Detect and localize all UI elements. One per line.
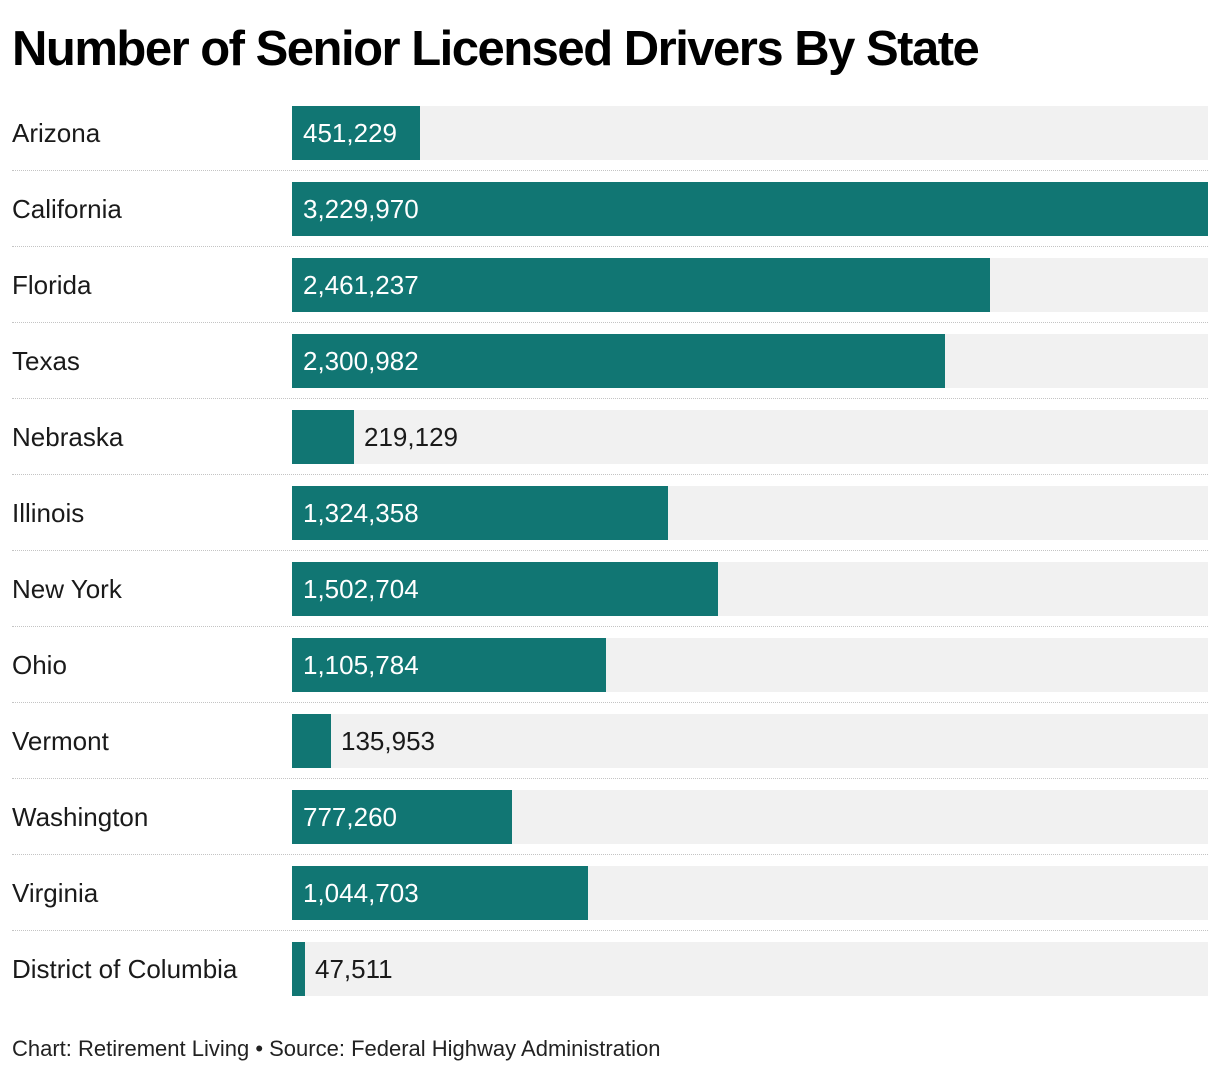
bar-value-label: 135,953 <box>341 726 435 756</box>
category-label: California <box>12 194 122 224</box>
bar-value-label: 47,511 <box>315 954 393 984</box>
bar-row: Arizona 451,229 <box>0 95 1220 171</box>
bar <box>292 942 305 996</box>
bar-row: District of Columbia 47,511 <box>0 931 1220 1007</box>
bar-row: Ohio 1,105,784 <box>0 627 1220 703</box>
category-label: Florida <box>12 270 92 300</box>
bar-row: Washington 777,260 <box>0 779 1220 855</box>
bar-track: 3,229,970 <box>292 182 1208 236</box>
bar-value-label: 3,229,970 <box>303 194 419 224</box>
bar <box>292 486 668 540</box>
bar-row: Florida 2,461,237 <box>0 247 1220 323</box>
bar-track: 1,324,358 <box>292 486 1208 540</box>
bar <box>292 106 420 160</box>
category-label: Illinois <box>12 498 85 528</box>
bar-track: 219,129 <box>292 410 1208 464</box>
bar-value-label: 219,129 <box>364 422 458 452</box>
bar-value-label: 2,461,237 <box>303 270 419 300</box>
category-label: Washington <box>12 802 149 832</box>
bar-chart: Arizona 451,229 California 3,229,970 Florida… <box>0 95 1220 1007</box>
bar-value-label: 1,502,704 <box>303 574 419 604</box>
bar-track: 1,502,704 <box>292 562 1208 616</box>
bar-row: Illinois 1,324,358 <box>0 475 1220 551</box>
bar <box>292 866 588 920</box>
category-label: Texas <box>12 346 80 376</box>
category-label: New York <box>12 574 122 604</box>
bar <box>292 790 512 844</box>
category-label: Ohio <box>12 650 67 680</box>
bar-row: Virginia 1,044,703 <box>0 855 1220 931</box>
bar-track: 451,229 <box>292 106 1208 160</box>
bar-track: 2,461,237 <box>292 258 1208 312</box>
bar-row: Vermont 135,953 <box>0 703 1220 779</box>
bar <box>292 258 990 312</box>
bar-track: 777,260 <box>292 790 1208 844</box>
bar-track: 47,511 <box>292 942 1208 996</box>
bar <box>292 714 331 768</box>
bar <box>292 562 718 616</box>
bar-row: Texas 2,300,982 <box>0 323 1220 399</box>
bar-value-label: 1,105,784 <box>303 650 419 680</box>
bar-row: Nebraska 219,129 <box>0 399 1220 475</box>
chart-footer: Chart: Retirement Living • Source: Feder… <box>12 1036 661 1061</box>
bar <box>292 410 354 464</box>
bar <box>292 182 1208 236</box>
bar-row: New York 1,502,704 <box>0 551 1220 627</box>
category-label: Arizona <box>12 118 101 148</box>
category-label: District of Columbia <box>12 954 238 984</box>
bar-track: 2,300,982 <box>292 334 1208 388</box>
bar-track: 1,044,703 <box>292 866 1208 920</box>
bar-row: California 3,229,970 <box>0 171 1220 247</box>
bar-value-label: 2,300,982 <box>303 346 419 376</box>
bar-value-label: 1,044,703 <box>303 878 419 908</box>
category-label: Nebraska <box>12 422 124 452</box>
bar-track: 135,953 <box>292 714 1208 768</box>
bar-value-label: 777,260 <box>303 802 397 832</box>
category-label: Vermont <box>12 726 109 756</box>
bar <box>292 638 606 692</box>
bar-track: 1,105,784 <box>292 638 1208 692</box>
bar-value-label: 451,229 <box>303 118 397 148</box>
chart-title: Number of Senior Licensed Drivers By Sta… <box>12 22 980 76</box>
bar-value-label: 1,324,358 <box>303 498 419 528</box>
bar <box>292 334 945 388</box>
category-label: Virginia <box>12 878 99 908</box>
